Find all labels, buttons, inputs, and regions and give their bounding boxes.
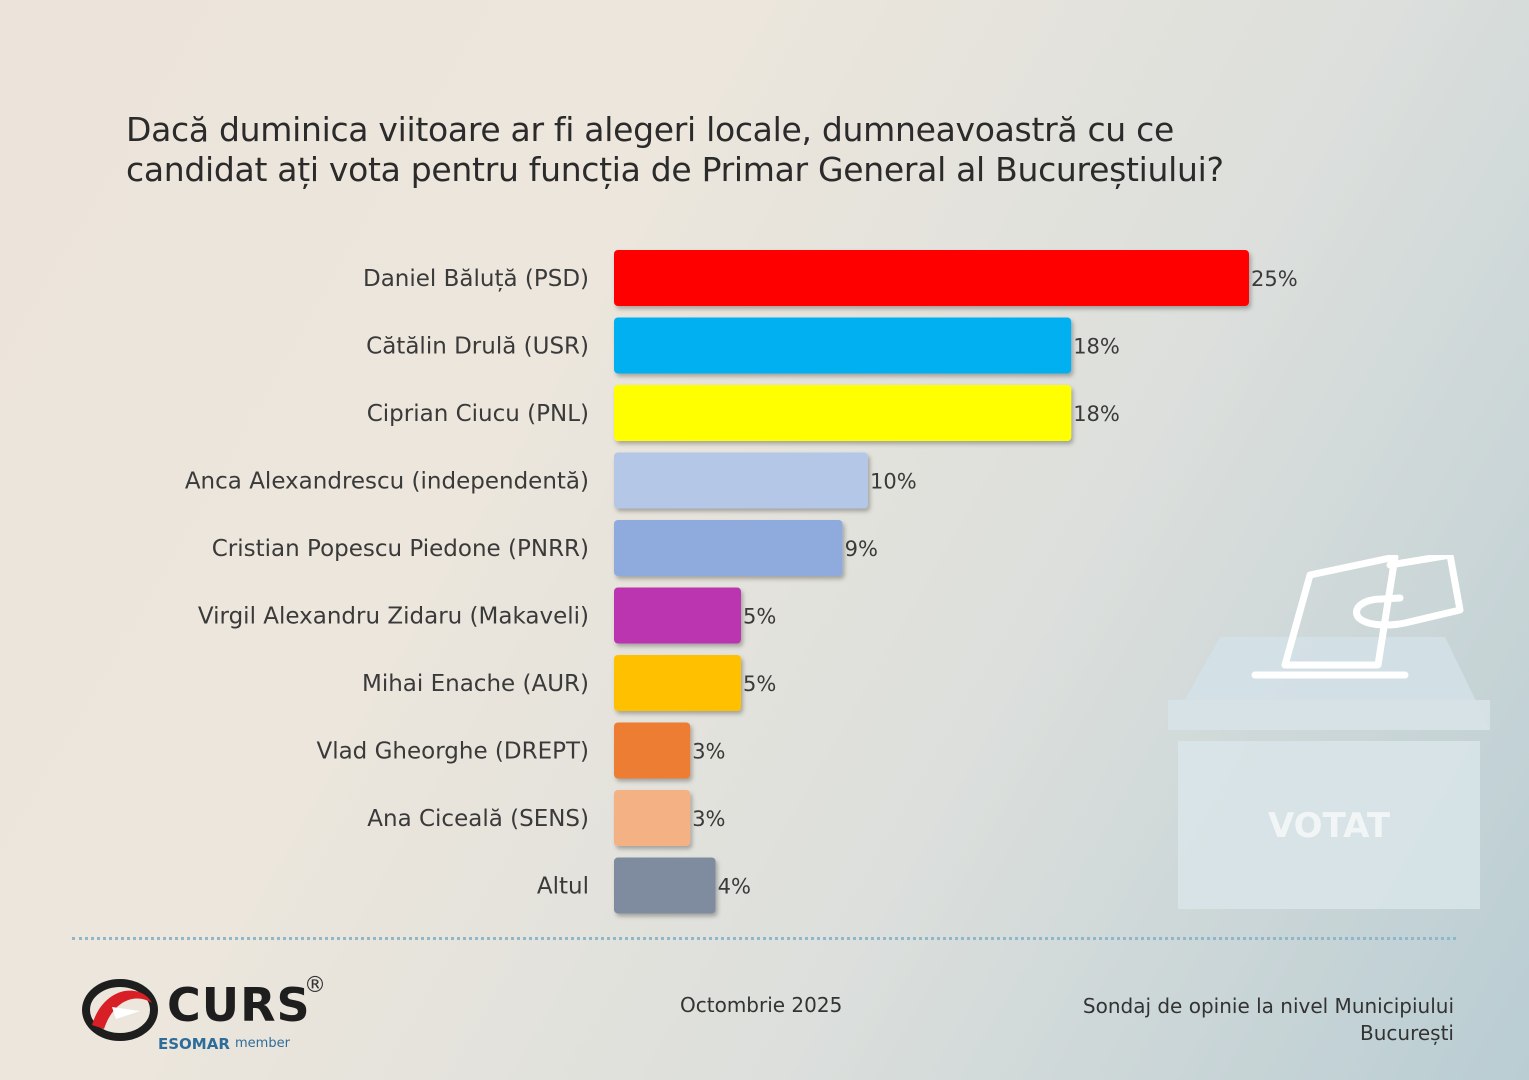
value-label-vlad-gheorghe-drept: 3% xyxy=(692,740,725,764)
bar-cristian-popescu-piedone-pnrr xyxy=(614,520,843,576)
value-label-anca-alexandrescu-independenta: 10% xyxy=(870,470,917,494)
bar-vlad-gheorghe-drept xyxy=(614,722,691,779)
survey-source-line-1: Sondaj de opinie la nivel Municipiului xyxy=(1082,994,1454,1018)
logo-registered-mark: ® xyxy=(304,973,326,998)
category-label-cristian-popescu-piedone-pnrr: Cristian Popescu Piedone (PNRR) xyxy=(212,536,589,562)
category-label-vlad-gheorghe-drept: Vlad Gheorghe (DREPT) xyxy=(316,739,589,765)
category-label-altul: Altul xyxy=(537,874,589,900)
category-label-mihai-enache-aur: Mihai Enache (AUR) xyxy=(362,671,589,697)
bar-chart: Daniel Băluță (PSD) 25% Cătălin Drulă (USR… xyxy=(185,250,1298,914)
value-label-altul: 4% xyxy=(718,875,751,899)
category-label-virgil-alexandru-zidaru-makaveli: Virgil Alexandru Zidaru (Makaveli) xyxy=(198,604,589,630)
bar-altul xyxy=(614,857,716,914)
bar-ana-ciceala-sens xyxy=(614,790,691,846)
survey-source: Sondaj de opinie la nivel Municipiului B… xyxy=(1034,993,1454,1047)
chart-title: Dacă duminica viitoare ar fi alegeri loc… xyxy=(126,110,1426,190)
logo-member: member xyxy=(235,1036,290,1051)
value-label-ciprian-ciucu-pnl: 18% xyxy=(1073,402,1120,426)
bar-ciprian-ciucu-pnl xyxy=(614,385,1072,441)
bar-daniel-baluta-psd xyxy=(614,250,1249,306)
bar-mihai-enache-aur xyxy=(614,655,741,711)
survey-date: Octombrie 2025 xyxy=(680,993,843,1017)
title-line-1: Dacă duminica viitoare ar fi alegeri loc… xyxy=(126,110,1174,149)
curs-logo: CURS ® ESOMAR member xyxy=(82,973,342,1055)
value-label-cristian-popescu-piedone-pnrr: 9% xyxy=(845,537,878,561)
category-label-anca-alexandrescu-independenta: Anca Alexandrescu (independentă) xyxy=(185,469,589,495)
bar-anca-alexandrescu-independenta xyxy=(614,452,868,509)
bars-layer: Daniel Băluță (PSD) 25% Cătălin Drulă (USR… xyxy=(185,250,1298,914)
value-label-virgil-alexandru-zidaru-makaveli: 5% xyxy=(743,605,776,629)
category-label-ciprian-ciucu-pnl: Ciprian Ciucu (PNL) xyxy=(367,401,589,427)
curs-logo-icon xyxy=(82,979,158,1041)
survey-source-line-2: București xyxy=(1360,1021,1454,1045)
bar-virgil-alexandru-zidaru-makaveli xyxy=(614,587,741,644)
bar-catalin-drula-usr xyxy=(614,317,1072,374)
title-line-2: candidat ați vota pentru funcția de Prim… xyxy=(126,150,1224,189)
logo-name: CURS xyxy=(167,978,311,1032)
value-label-daniel-baluta-psd: 25% xyxy=(1251,267,1298,291)
footer-divider xyxy=(72,937,1456,940)
category-label-catalin-drula-usr: Cătălin Drulă (USR) xyxy=(366,334,589,360)
category-label-ana-ciceala-sens: Ana Ciceală (SENS) xyxy=(367,806,589,832)
ballot-box-icon: VOTAT xyxy=(1168,555,1490,909)
logo-esomar: ESOMAR xyxy=(158,1035,230,1053)
category-label-daniel-baluta-psd: Daniel Băluță (PSD) xyxy=(363,266,589,292)
value-label-ana-ciceala-sens: 3% xyxy=(692,807,725,831)
value-label-catalin-drula-usr: 18% xyxy=(1073,335,1120,359)
ballot-box-label: VOTAT xyxy=(1268,806,1391,846)
value-label-mihai-enache-aur: 5% xyxy=(743,672,776,696)
